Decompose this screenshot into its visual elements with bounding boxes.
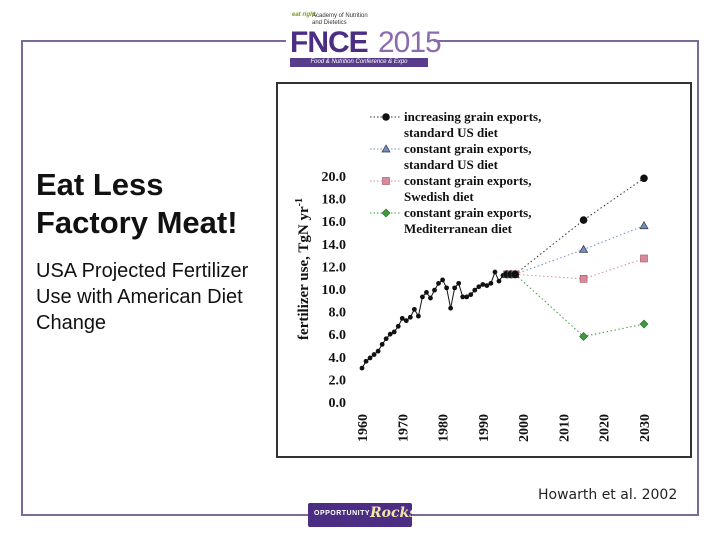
chart-box: 0.0 2.0 4.0 6.0 8.0 10.0 12.0 14.0 16.0 18.0 20.0 1… [276,82,692,458]
historical-point [480,282,486,287]
historical-point [407,314,413,320]
projection-line-3 [515,258,645,280]
projection-point-4 [639,319,649,329]
historical-point [484,283,490,289]
fertilizer-chart: 0.0 2.0 4.0 6.0 8.0 10.0 12.0 14.0 16.0 18.0 20.0 1… [294,109,653,442]
historical-point [460,294,466,300]
y-tick-label: 18.0 [322,193,347,208]
historical-point [468,292,474,298]
fnce-wordmark: FNCE [290,26,369,59]
legend-label-3: Swedish diet [404,189,474,204]
y-tick-label: 8.0 [329,306,347,321]
x-tick-label: 1970 [396,414,411,442]
historical-point [432,287,437,293]
projection-point-3 [640,254,648,263]
projection-point-1 [640,174,648,183]
historical-point [383,336,389,342]
legend-label-2: constant grain exports, [404,141,531,156]
historical-point [399,315,405,321]
projection-point-4 [579,332,588,341]
historical-point [496,278,502,284]
fnce-banner: Food & Nutrition Conference & Expo [290,58,428,67]
academy-name: Academy of Nutrition and Dietetics [312,13,368,27]
legend-marker-1 [382,113,390,121]
historical-point [436,280,441,286]
historical-point [448,305,454,311]
historical-point [371,352,377,357]
historical-point [387,331,393,337]
y-tick-label: 16.0 [322,215,347,230]
x-tick-label: 1990 [477,414,492,442]
historical-point [379,341,385,347]
historical-point [375,348,381,354]
historical-point [456,280,462,286]
legend-label-3: constant grain exports, [404,173,531,188]
legend-label-1: standard US diet [404,125,499,140]
projection-line-2 [514,225,645,275]
legend-label-4: constant grain exports, [404,205,531,220]
academy-line-2: and Dietetics [312,20,347,26]
projection-line-1 [514,177,645,275]
junction-point [511,270,519,279]
historical-point [411,306,417,312]
historical-point [444,285,449,291]
y-tick-label: 6.0 [329,328,347,343]
citation: Howarth et al. 2002 [538,487,678,503]
historical-point [492,269,498,275]
historical-point [428,295,433,301]
historical-point [395,323,401,329]
x-tick-label: 1980 [437,414,452,442]
legend-label-4: Mediterranean diet [404,221,513,236]
historical-point [452,285,458,291]
y-tick-label: 14.0 [322,238,347,253]
opportunity-rocks-logo: OPPORTUNITY Rocks! [308,503,412,527]
legend-marker-2 [381,144,391,153]
projection-point-1 [579,216,588,224]
eat-right-logo-text: eat right. [292,12,318,18]
slide-subtitle: USA Projected Fertilizer Use with Americ… [36,260,249,334]
historical-point [359,365,365,371]
historical-point [488,280,494,286]
historical-point [464,294,470,300]
slide-title: Eat Less Factory Meat! [36,167,238,240]
y-tick-label: 20.0 [322,170,347,185]
historical-line [361,270,516,369]
y-axis-label: fertilizer use, TgN yr-1 [294,198,312,340]
historical-point [424,289,429,295]
y-tick-label: 10.0 [322,283,347,298]
historical-point [391,329,397,335]
x-tick-label: 1960 [356,414,371,442]
x-tick-label: 2020 [598,414,613,442]
y-tick-label: 0.0 [329,396,347,411]
opportunity-text: OPPORTUNITY [314,510,371,517]
legend-marker-3 [382,177,390,185]
historical-point [367,355,373,361]
legend-label-2: standard US diet [404,157,499,172]
x-tick-label: 2000 [517,414,532,442]
projection-point-3 [579,275,588,283]
projection-line-4 [514,273,645,338]
historical-point [476,284,482,290]
rocks-script: Rocks! [370,505,412,521]
historical-point [416,313,421,319]
academy-line-1: Academy of Nutrition [312,13,368,19]
x-tick-label: 2030 [638,414,653,442]
y-tick-label: 4.0 [329,351,347,366]
historical-point [403,318,409,324]
fnce-year: 2015 [378,26,442,59]
y-tick-label: 12.0 [322,260,347,275]
legend-label-1: increasing grain exports, [404,109,541,124]
fnce-logo: eat right. Academy of Nutrition and Diet… [286,10,442,68]
y-tick-label: 2.0 [329,373,347,388]
historical-point [472,287,478,293]
x-tick-label: 2010 [557,414,572,442]
projection-point-2 [639,221,649,230]
historical-point [363,358,369,364]
historical-point [440,277,445,283]
legend-marker-4 [381,208,391,218]
projection-point-2 [578,244,589,253]
historical-point [420,294,425,300]
